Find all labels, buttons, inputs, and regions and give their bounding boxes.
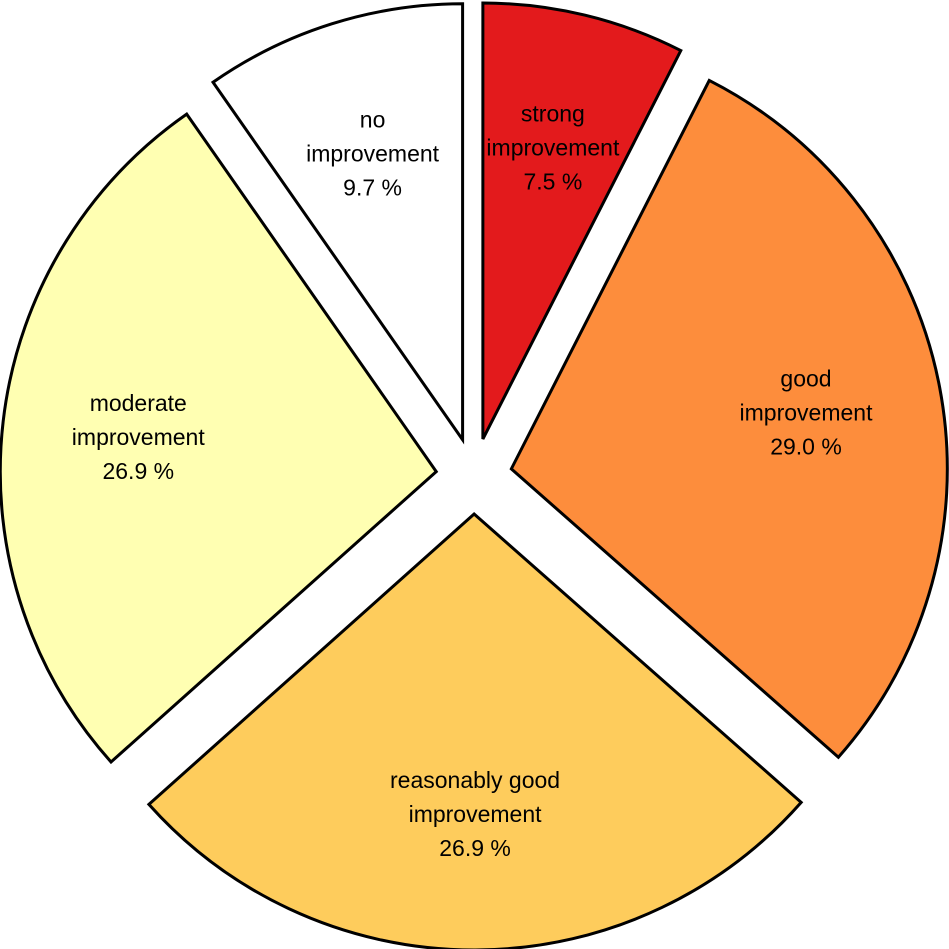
slice-label-line: improvement [486, 134, 620, 160]
slice-label-line: improvement [740, 400, 874, 426]
slice-label-line: improvement [72, 424, 206, 450]
slice-label-1: good improvement 29.0 % [740, 366, 874, 460]
slice-label-line: improvement [409, 801, 543, 827]
slice-label-line: moderate [90, 390, 187, 416]
slice-label-line: reasonably good [390, 767, 560, 793]
slice-label-line: no [360, 107, 386, 133]
slice-label-0: strong improvement 7.5 % [486, 100, 620, 194]
pie-slice-2 [146, 511, 804, 949]
slice-value-text: 9.7 % [343, 175, 402, 201]
pie-slice-4 [210, 2, 465, 445]
slice-value-text: 26.9 % [439, 835, 511, 861]
slice-label-3: moderate improvement 26.9 % [72, 390, 206, 484]
slice-label-2: reasonably good improvement 26.9 % [390, 767, 560, 861]
pie-slice-3 [0, 112, 439, 765]
pie-slice-0 [481, 1, 683, 440]
slice-label-4: no improvement 9.7 % [306, 107, 440, 201]
slice-label-line: strong [521, 100, 585, 126]
pie-labels: strong improvement 7.5 % good improvement 29.… [72, 100, 873, 861]
slice-value-text: 7.5 % [523, 168, 582, 194]
slice-value-text: 29.0 % [770, 434, 842, 460]
slice-value-text: 26.9 % [102, 458, 174, 484]
slice-label-line: improvement [306, 141, 440, 167]
pie-slice-1 [509, 78, 949, 760]
slice-label-line: good [780, 366, 831, 392]
